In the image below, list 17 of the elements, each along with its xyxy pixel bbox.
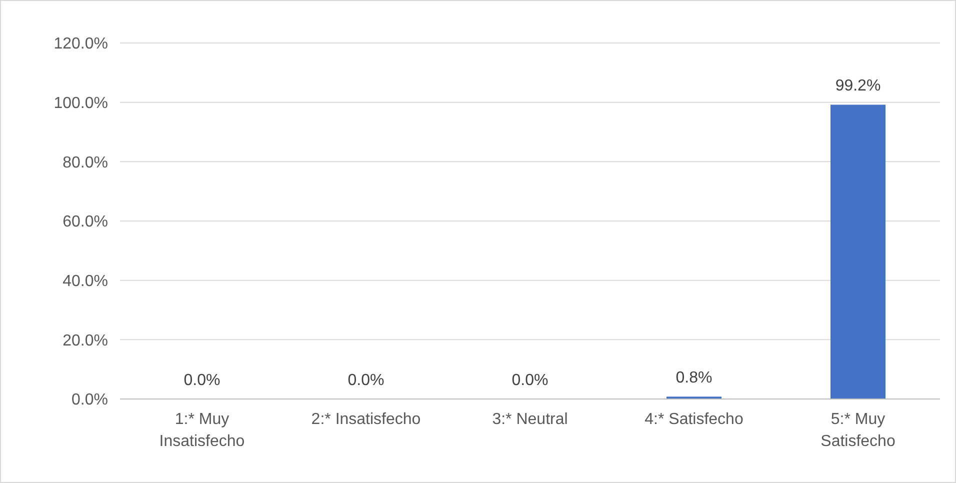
y-tick-label: 0.0% xyxy=(72,392,108,409)
data-label: 0.0% xyxy=(512,372,548,389)
y-tick-label: 60.0% xyxy=(62,214,108,231)
data-label: 99.2% xyxy=(835,78,881,95)
x-tick-label: 4:* Satisfecho xyxy=(644,411,744,428)
data-label: 0.8% xyxy=(676,370,712,387)
y-tick-label: 100.0% xyxy=(54,94,108,112)
x-tick-label: 1:* Muy Insatisfecho xyxy=(159,411,245,450)
data-label: 0.0% xyxy=(348,372,384,389)
x-tick-label: 2:* Insatisfecho xyxy=(311,411,421,428)
x-tick-label: 3:* Neutral xyxy=(492,411,568,428)
y-tick-label: 20.0% xyxy=(62,332,108,350)
y-tick-label: 40.0% xyxy=(62,272,108,290)
y-tick-label: 120.0% xyxy=(54,36,108,53)
y-tick-label: 80.0% xyxy=(62,154,108,172)
x-tick-label: 5:* Muy Satisfecho xyxy=(820,411,896,450)
data-label: 0.0% xyxy=(184,372,220,389)
